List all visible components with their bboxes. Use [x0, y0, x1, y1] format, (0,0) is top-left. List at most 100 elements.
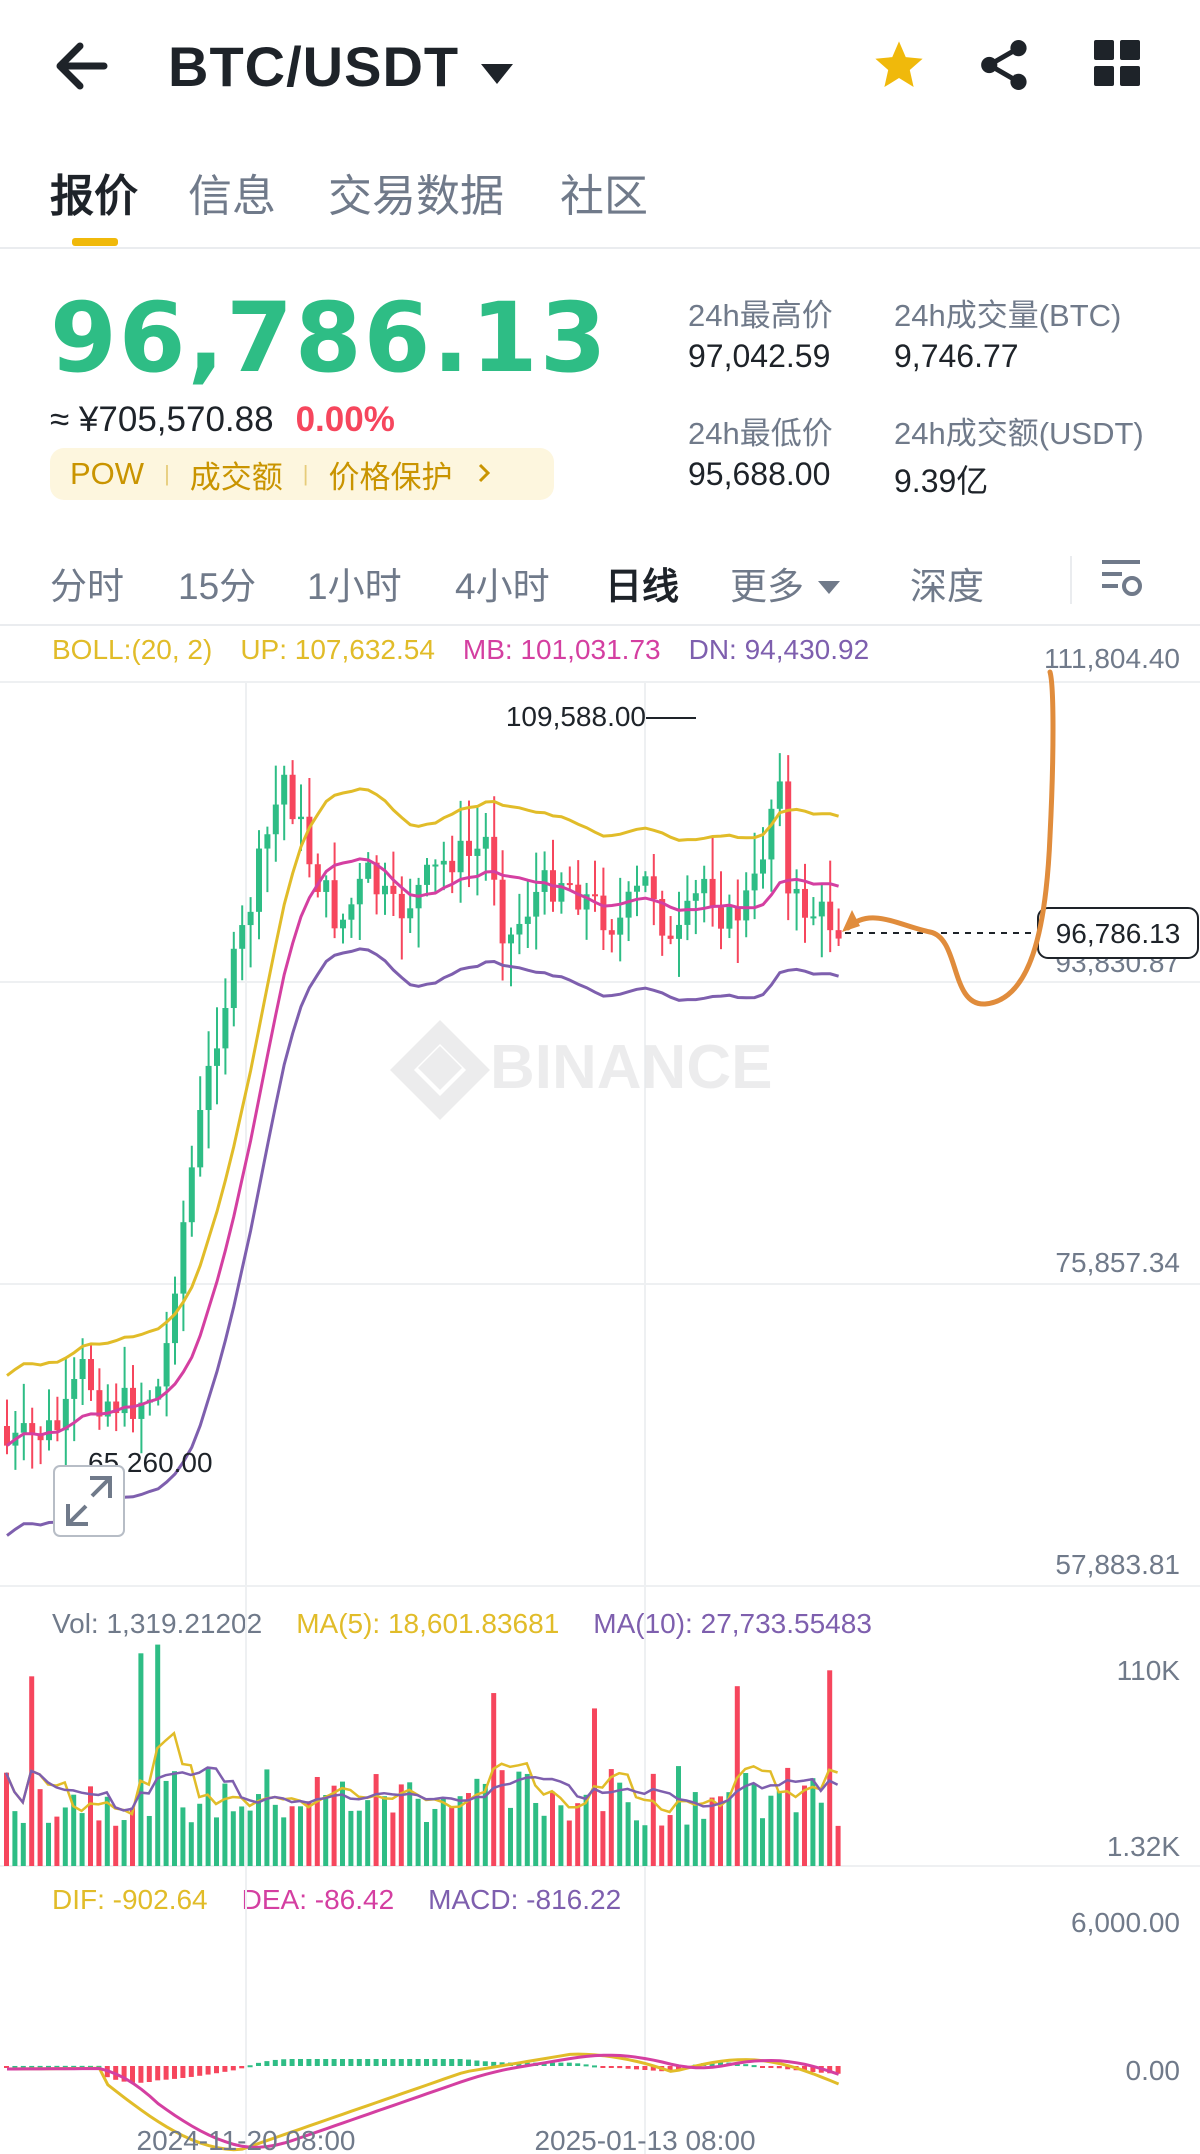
candle-body: [256, 848, 262, 912]
candle-body: [709, 878, 716, 908]
tab-trading-data[interactable]: 交易数据: [328, 172, 504, 221]
volume-bar: [20, 1822, 26, 1866]
volume-bar: [398, 1784, 404, 1866]
volume-bar: [298, 1806, 303, 1866]
back-arrow-icon[interactable]: [52, 38, 112, 94]
tab-quote[interactable]: 报价: [50, 172, 138, 221]
macd-bar: [264, 2061, 270, 2066]
boll-legend: BOLL:(20, 2) UP: 107,632.54 MB: 101,031.…: [52, 634, 869, 666]
volume-bar: [499, 1770, 505, 1866]
macd-dif-line: [6, 2052, 840, 2152]
candle-body: [667, 935, 674, 939]
volume-bar: [516, 1771, 522, 1866]
macd-bar: [46, 2065, 51, 2068]
macd-bar: [79, 2065, 85, 2068]
volume-bar: [239, 1806, 245, 1866]
candle-body: [743, 890, 750, 921]
macd-bar: [474, 2060, 480, 2066]
candle-body: [575, 884, 582, 910]
boll-params: BOLL:(20, 2): [52, 634, 213, 665]
share-icon[interactable]: [978, 38, 1032, 92]
interval-depth[interactable]: 深度: [910, 566, 984, 607]
candle-body: [214, 1048, 220, 1066]
volume-bar: [491, 1693, 497, 1866]
candle-body: [776, 781, 783, 809]
vol-value: Vol: 1,319.21202: [52, 1608, 263, 1639]
macd-bar: [566, 2062, 572, 2066]
volume-bar: [566, 1820, 572, 1866]
stat-vol-usdt-label: 24h成交额(USDT): [894, 416, 1144, 451]
volume-bar: [340, 1781, 345, 1866]
vol-ma5: MA(5): 18,601.83681: [296, 1608, 560, 1639]
tag-bar[interactable]: POW | 成交额 | 价格保护: [50, 448, 554, 500]
interval-4h[interactable]: 4小时: [455, 566, 550, 607]
interval-15m[interactable]: 15分: [178, 566, 257, 607]
caret-down-icon: [481, 34, 514, 99]
macd-bar: [558, 2062, 564, 2066]
macd-bar: [373, 2058, 379, 2066]
candle-body: [482, 836, 489, 849]
candle-body: [340, 919, 346, 929]
volume-bar: [659, 1825, 665, 1866]
macd-bar: [440, 2058, 446, 2066]
macd-bar: [390, 2058, 396, 2066]
macd-bar: [600, 2066, 606, 2068]
kline-chart[interactable]: BINANCE 111,804.40 93,830.87 75,857.34 5…: [0, 626, 1200, 2154]
candle-body: [62, 1398, 69, 1431]
macd-dea-line: [7, 2053, 840, 2149]
candle-body: [272, 804, 279, 835]
vol-ma10-line: [4, 1766, 839, 1812]
macd-bar: [155, 2066, 161, 2081]
expand-chart-icon[interactable]: [53, 1465, 125, 1537]
macd-bar: [835, 2066, 841, 2074]
macd-bar: [356, 2058, 362, 2066]
macd-bar: [20, 2065, 26, 2068]
macd-bar: [776, 2066, 782, 2069]
volume-bar: [188, 1822, 194, 1866]
tab-community[interactable]: 社区: [560, 172, 648, 221]
macd-bar: [457, 2058, 463, 2066]
grid-menu-icon[interactable]: [1094, 40, 1142, 88]
macd-bar: [650, 2066, 656, 2071]
candle-body: [718, 907, 724, 929]
candle-body: [20, 1423, 27, 1433]
chart-grid: [0, 681, 1200, 2154]
chart-settings-icon[interactable]: [1100, 556, 1144, 600]
macd-bar: [785, 2066, 791, 2070]
volume-bar: [676, 1766, 681, 1866]
candle-body: [566, 883, 573, 886]
interval-time[interactable]: 分时: [50, 566, 124, 607]
annotation-arrowhead: [842, 910, 860, 932]
volume-bar: [289, 1806, 295, 1866]
pair-title[interactable]: BTC/USDT: [168, 34, 514, 99]
high-marker-label: 109,588.00: [506, 701, 646, 732]
interval-more[interactable]: 更多: [730, 556, 840, 610]
volume-bar: [197, 1803, 203, 1866]
candle-body: [130, 1387, 136, 1419]
candle-body: [642, 876, 649, 886]
macd-bar: [130, 2066, 135, 2083]
favorite-star-icon[interactable]: [872, 38, 926, 92]
candle-body: [247, 911, 254, 926]
candle-body: [79, 1359, 86, 1380]
interval-1d[interactable]: 日线: [605, 566, 679, 607]
volume-bar: [415, 1798, 421, 1866]
volume-bar: [793, 1812, 799, 1866]
macd-bar: [146, 2066, 152, 2083]
candle-body: [314, 864, 321, 892]
volume-bar: [146, 1815, 152, 1866]
interval-bar-divider: [0, 624, 1200, 626]
volume-bar: [382, 1796, 387, 1866]
candle-body: [457, 840, 464, 873]
volume-bar: [701, 1818, 707, 1866]
macd-bar: [575, 2063, 581, 2066]
volume-bar: [214, 1817, 219, 1866]
tab-info[interactable]: 信息: [188, 172, 276, 221]
price-sub-row: ≈ ¥705,570.88 0.00%: [50, 400, 395, 440]
volume-bar: [62, 1807, 68, 1866]
volume-bar: [474, 1778, 480, 1866]
volume-bar: [256, 1794, 261, 1866]
interval-1h[interactable]: 1小时: [307, 566, 402, 607]
vol-legend: Vol: 1,319.21202 MA(5): 18,601.83681 MA(…: [52, 1608, 872, 1640]
candle-body: [608, 930, 615, 935]
